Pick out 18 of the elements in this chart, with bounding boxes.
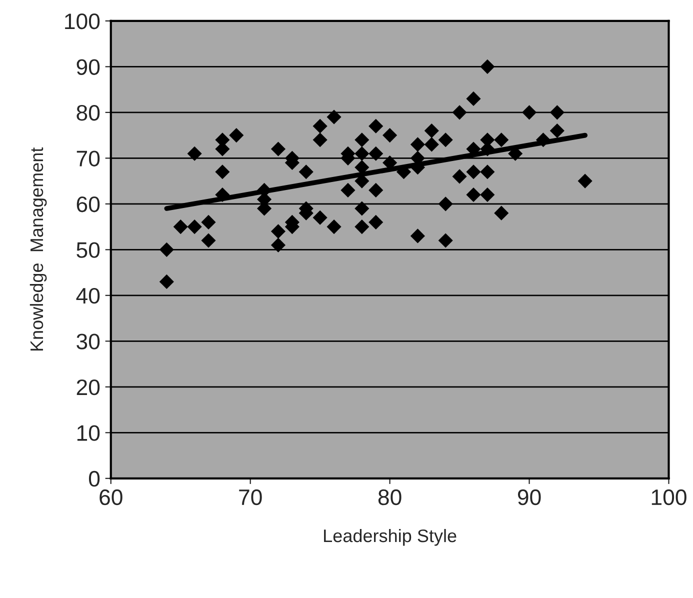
x-axis-title: Leadership Style — [324, 528, 456, 546]
y-tick-label: 30 — [76, 334, 100, 350]
y-tick-label: 50 — [76, 242, 100, 258]
x-tick-label: 80 — [378, 489, 402, 506]
y-tick-label: 80 — [76, 104, 100, 121]
x-tick-label: 70 — [239, 489, 262, 506]
y-tick-label: 90 — [76, 59, 100, 75]
x-tick-label: 100 — [652, 489, 686, 506]
y-tick-label: 0 — [88, 470, 100, 487]
x-tick-label: 60 — [100, 489, 122, 506]
y-tick-label: 70 — [76, 150, 100, 166]
y-tick-label: 10 — [77, 425, 100, 441]
y-tick-label: 40 — [76, 288, 100, 304]
y-tick-label: 100 — [65, 13, 100, 30]
y-tick-label: 60 — [76, 196, 100, 212]
y-axis-title: Knowledge Management — [30, 147, 47, 351]
x-tick-label: 90 — [518, 489, 541, 506]
y-tick-label: 20 — [76, 379, 100, 396]
